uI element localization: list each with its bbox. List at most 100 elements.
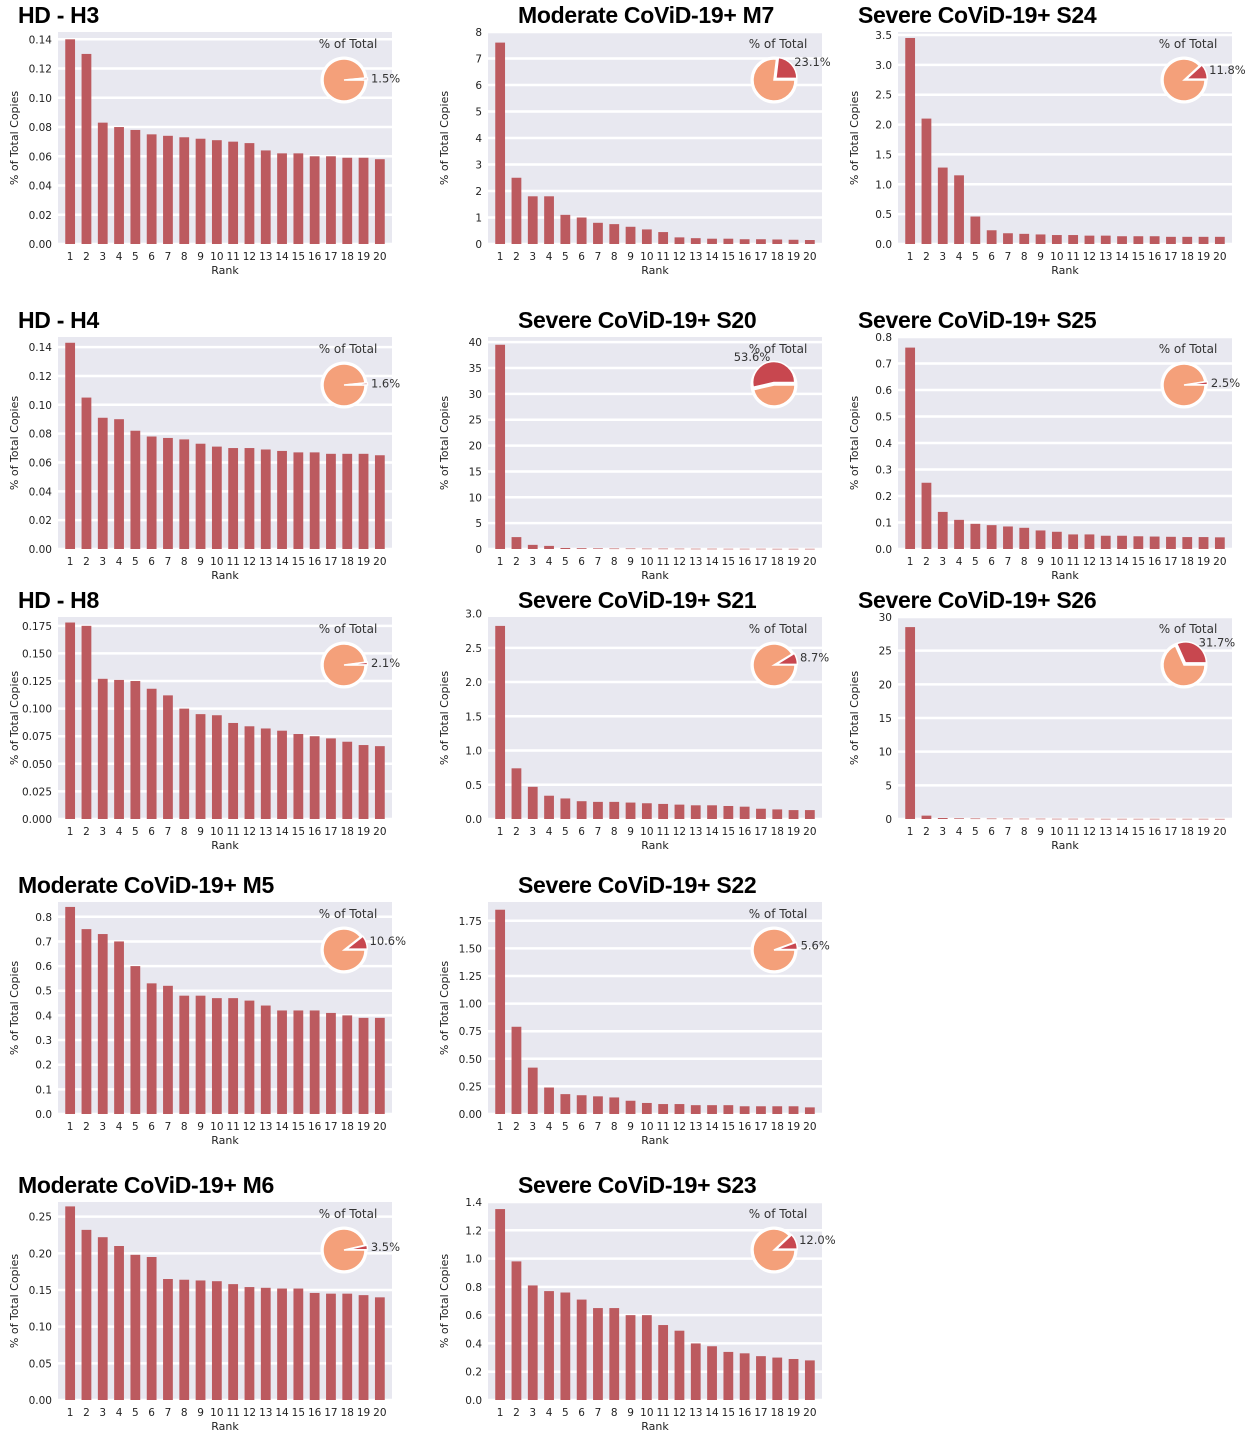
- bar: [527, 544, 538, 549]
- x-tick-label: 3: [99, 826, 106, 838]
- y-tick-label: 0.00: [29, 544, 52, 556]
- x-tick-label: 9: [627, 1121, 634, 1133]
- x-axis-label: Rank: [1051, 569, 1079, 582]
- y-tick-label: 0.1: [35, 1084, 52, 1096]
- bar: [511, 768, 522, 819]
- x-tick-label: 3: [939, 556, 946, 568]
- pie-percent-label: 1.6%: [371, 377, 400, 391]
- bar: [1198, 236, 1209, 244]
- y-tick-label: 0.2: [35, 1060, 52, 1072]
- x-axis-label: Rank: [211, 264, 239, 277]
- bar: [576, 1299, 587, 1400]
- bar: [1003, 233, 1013, 244]
- x-tick-label: 4: [546, 251, 553, 263]
- bar: [674, 548, 685, 550]
- bar-chart: 0.000.020.040.060.080.100.120.141 2 3 4 5 6 7 8…: [8, 337, 400, 582]
- x-tick-label: 19: [357, 556, 370, 568]
- x-tick-label: 16: [738, 826, 752, 838]
- x-tick-label: 4: [956, 826, 963, 838]
- bar: [358, 745, 369, 819]
- x-tick-label: 11: [656, 251, 669, 263]
- bar: [495, 1209, 506, 1400]
- pie-slice-rest: [1162, 644, 1206, 687]
- y-tick-label: 0.15: [29, 1285, 52, 1297]
- bar: [756, 548, 766, 550]
- x-tick-label: 12: [243, 1121, 256, 1133]
- bar: [707, 238, 717, 244]
- bar-chart: 0.000.020.040.060.080.100.120.141 2 3 4 5 6 7 8…: [8, 32, 400, 277]
- x-tick-label: 7: [595, 251, 602, 263]
- x-tick-label: 6: [148, 1407, 155, 1419]
- x-tick-label: 18: [771, 251, 784, 263]
- pie-slice-rest: [1162, 58, 1206, 102]
- bar: [804, 548, 815, 550]
- bar: [772, 809, 783, 819]
- x-tick-label: 7: [595, 1407, 602, 1419]
- pie-slice-top20: [346, 381, 369, 386]
- x-axis-label: Rank: [641, 1134, 669, 1147]
- x-tick-label: 12: [1083, 826, 1096, 838]
- y-tick-label: 0.06: [29, 457, 53, 469]
- x-tick-label: 13: [1099, 251, 1112, 263]
- x-tick-label: 3: [529, 826, 536, 838]
- y-tick-label: 3.0: [465, 609, 482, 621]
- y-tick-label: 0.50: [459, 1054, 482, 1066]
- bar: [1149, 818, 1160, 820]
- bar: [358, 1017, 369, 1114]
- x-tick-label: 3: [529, 1121, 536, 1133]
- bar: [1084, 818, 1095, 820]
- pie-slice-rest: [752, 58, 796, 102]
- pie-slice-rest: [322, 363, 366, 407]
- bar: [211, 1281, 222, 1400]
- bar: [560, 1292, 571, 1400]
- x-tick-label: 17: [324, 556, 337, 568]
- chart-title: Severe CoViD-19+ S21: [518, 587, 757, 613]
- x-tick-label: 1: [497, 556, 504, 568]
- bar: [1051, 818, 1062, 820]
- bar: [560, 547, 571, 549]
- y-tick-label: 0.8: [465, 1282, 482, 1294]
- y-tick-label: 0.12: [29, 371, 52, 383]
- chart-title: Severe CoViD-19+ S23: [518, 1172, 757, 1198]
- x-tick-label: 3: [529, 1407, 536, 1419]
- x-tick-label: 13: [1099, 556, 1112, 568]
- x-tick-label: 5: [132, 251, 139, 263]
- y-tick-label: 0: [475, 544, 482, 556]
- bar: [544, 545, 554, 549]
- pie-percent-label: 31.7%: [1199, 635, 1236, 649]
- bar: [576, 801, 587, 819]
- x-tick-label: 1: [907, 556, 914, 568]
- x-tick-label: 12: [673, 1407, 686, 1419]
- bar: [211, 998, 222, 1114]
- x-tick-label: 14: [275, 1121, 289, 1133]
- x-tick-label: 12: [1083, 556, 1096, 568]
- y-tick-label: 0.150: [22, 648, 52, 660]
- chart-title: HD - H4: [18, 307, 99, 333]
- bar: [309, 452, 320, 549]
- x-tick-label: 12: [673, 556, 686, 568]
- x-tick-label: 7: [595, 556, 602, 568]
- x-tick-label: 10: [210, 826, 223, 838]
- y-tick-label: 0.000: [22, 814, 52, 826]
- x-tick-label: 10: [1050, 826, 1063, 838]
- bar: [1117, 535, 1127, 549]
- bar: [772, 1106, 783, 1114]
- pie-title: % of Total: [749, 907, 808, 921]
- pie-slice-top20: [773, 652, 799, 666]
- bar: [146, 983, 157, 1114]
- x-tick-label: 5: [132, 1407, 139, 1419]
- x-tick-label: 18: [1181, 556, 1194, 568]
- x-tick-label: 15: [722, 826, 735, 838]
- bar: [788, 810, 799, 819]
- x-tick-label: 7: [1005, 826, 1012, 838]
- bar: [641, 1102, 652, 1114]
- x-tick-label: 6: [148, 556, 155, 568]
- bar: [772, 1357, 783, 1400]
- x-tick-label: 16: [308, 826, 322, 838]
- bar: [921, 118, 932, 244]
- bar: [97, 122, 108, 244]
- y-tick-label: 1.25: [459, 971, 482, 983]
- bar: [244, 143, 255, 244]
- y-axis-label: % of Total Copies: [8, 91, 21, 185]
- x-tick-label: 16: [738, 1121, 752, 1133]
